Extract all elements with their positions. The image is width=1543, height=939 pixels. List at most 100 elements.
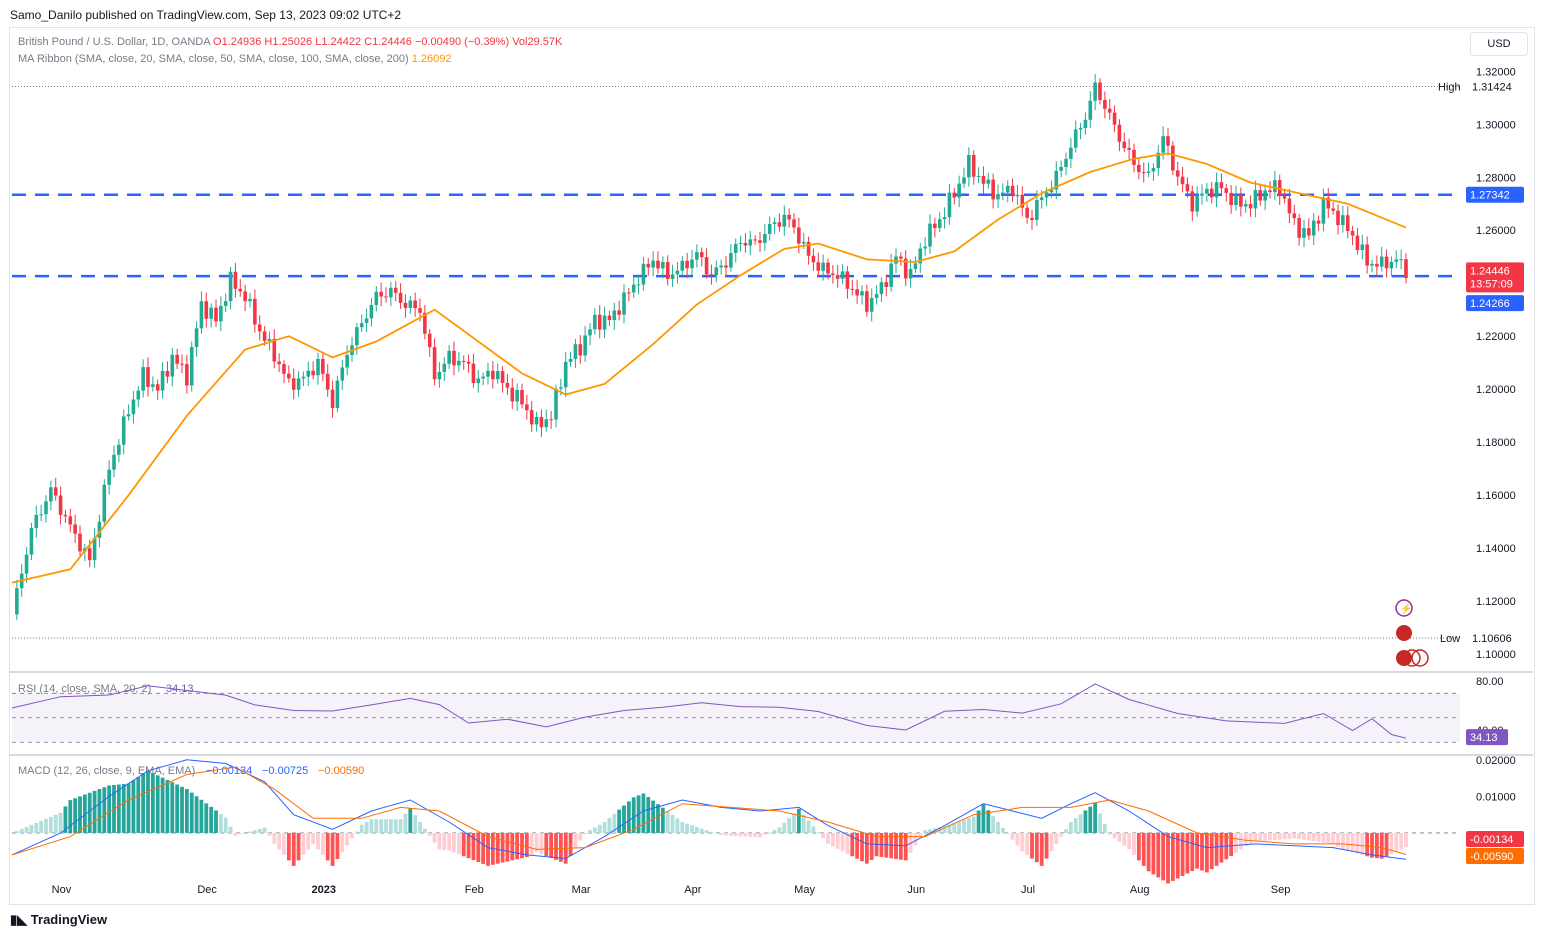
candle-body [185, 364, 189, 386]
candle-body [1229, 192, 1233, 206]
candle-body [311, 370, 315, 376]
candle-body [228, 271, 233, 302]
macd-hist-bar [403, 813, 408, 833]
candle-body [141, 367, 145, 391]
macd-hist-bar [1083, 810, 1088, 833]
candle-body [554, 388, 558, 420]
macd-hist-bar [1059, 832, 1064, 837]
candle-body [1044, 192, 1049, 198]
candle-body [753, 239, 757, 241]
currency-button[interactable]: USD [1470, 32, 1528, 56]
macd-hist-bar [34, 822, 39, 833]
macd-hist-bar [981, 804, 986, 833]
macd-hist-bar [1073, 818, 1078, 833]
candle-body [767, 223, 772, 234]
time-axis-label: Aug [1130, 884, 1150, 896]
macd-hist-bar [1272, 832, 1277, 841]
candle-body [1005, 185, 1010, 193]
macd-hist-bar [29, 824, 34, 833]
candle-body [515, 389, 519, 402]
symbol-legend[interactable]: British Pound / U.S. Dollar, 1D, OANDA O… [18, 36, 562, 48]
macd-hist-bar [136, 777, 141, 833]
candle-body [63, 514, 68, 517]
macd-hist-bar [320, 832, 325, 855]
macd-hist-bar [1054, 832, 1059, 844]
macd-hist-bar [1219, 832, 1224, 863]
candle-body [97, 521, 102, 538]
macd-hist-bar [1132, 832, 1136, 855]
macd-hist-bar [1350, 832, 1355, 853]
macd-hist-bar [534, 832, 539, 853]
candle-body [860, 291, 864, 296]
candle-body [413, 300, 417, 309]
candle-body [491, 370, 495, 380]
candle-body [1088, 100, 1093, 120]
macd-hist-bar [1389, 832, 1394, 855]
candle-body [1010, 185, 1015, 197]
candle-body [865, 291, 869, 312]
macd-hist-bar [175, 784, 180, 833]
candle-body [573, 344, 578, 360]
macd-hist-bar [656, 804, 660, 833]
tradingview-logo[interactable]: ▮◣ TradingView [10, 912, 107, 928]
macd-hist-bar [495, 832, 500, 864]
candle-body [1399, 259, 1403, 261]
macd-hist-bar [82, 794, 87, 833]
macd-hist-bar [1321, 832, 1326, 843]
candle-body [1345, 215, 1350, 231]
macd-hist-bar [1306, 832, 1311, 841]
macd-hist-bar [418, 821, 422, 833]
macd-hist-bar [354, 831, 359, 833]
candle-body [267, 338, 272, 341]
candle-body [821, 262, 825, 271]
candle-body [180, 363, 184, 365]
candle-body [1156, 152, 1161, 169]
macd-hist-bar [986, 810, 991, 833]
macd-hist-bar [898, 832, 903, 860]
candle-body [204, 301, 209, 319]
macd-hist-bar [748, 832, 753, 837]
macd-hist-bar [267, 832, 272, 836]
macd-line [11, 759, 1407, 860]
macd-hist-bar [19, 828, 24, 833]
time-axis-label: Mar [572, 884, 591, 896]
macd-hist-bar [942, 826, 947, 833]
candle-body [403, 302, 408, 308]
candle-body [219, 305, 223, 322]
macd-hist-bar [189, 792, 194, 833]
candle-body [1054, 170, 1059, 190]
rsi-legend: RSI (14, close, SMA, 20, 2) [18, 683, 151, 695]
us-flag-icon [1411, 649, 1429, 667]
macd-hist-bar [971, 816, 976, 833]
candle-body [962, 177, 966, 184]
macd-hist-bar [850, 832, 855, 857]
price-axis-tick: 1.18000 [1476, 437, 1516, 449]
macd-hist-bar [529, 832, 534, 855]
macd-hist-bar [442, 832, 447, 850]
macd-hist-bar [350, 832, 354, 839]
candle-body [1326, 197, 1331, 209]
candle-body [1321, 197, 1326, 224]
macd-hist-bar [48, 816, 53, 833]
candle-body [797, 227, 801, 244]
candle-body [1365, 244, 1369, 266]
candle-body [330, 389, 335, 409]
ma-legend[interactable]: MA Ribbon (SMA, close, 20, SMA, close, 5… [18, 53, 452, 65]
rsi-axis-tick: 80.00 [1476, 676, 1504, 688]
macd-hist-bar [602, 821, 607, 833]
candle-body [690, 259, 694, 269]
brand-label: TradingView [30, 912, 108, 927]
macd-hist-bar [753, 832, 758, 838]
candle-body [175, 354, 179, 364]
macd-hist-bar [792, 813, 796, 833]
candle-body [1180, 176, 1185, 185]
candle-body [1127, 148, 1131, 150]
macd-hist-bar [447, 832, 452, 851]
candle-body [39, 514, 43, 516]
macd-hist-bar [690, 825, 694, 833]
macd-hist-bar [1336, 832, 1340, 847]
candle-body [597, 314, 602, 330]
candle-body [1404, 259, 1408, 279]
candle-body [933, 223, 937, 228]
